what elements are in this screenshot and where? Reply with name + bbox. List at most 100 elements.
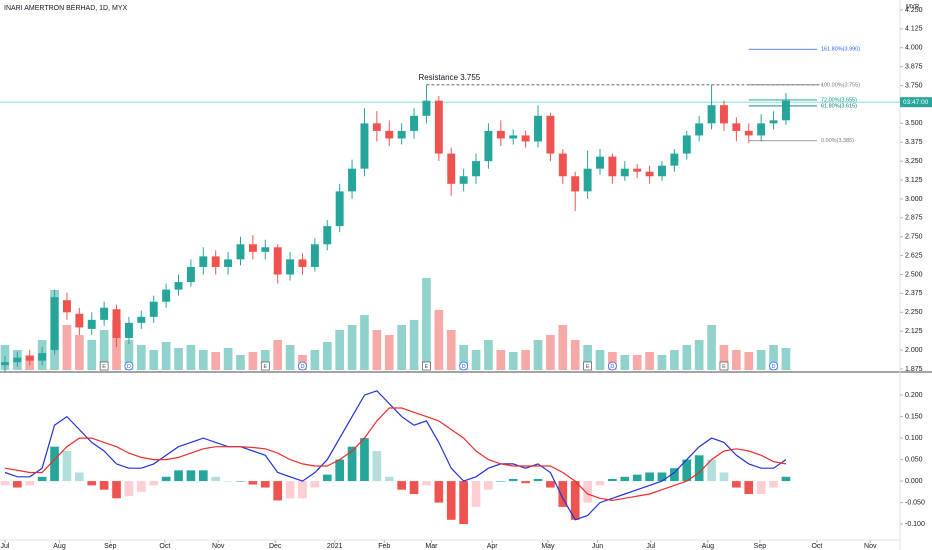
candle-body	[410, 115, 419, 131]
histogram-bar	[25, 481, 35, 486]
x-tick-label: 2021	[327, 543, 343, 550]
histogram-bar	[434, 481, 444, 503]
histogram-bar	[161, 476, 171, 482]
candle-body	[273, 247, 282, 275]
histogram-bar	[310, 481, 320, 488]
dividend-marker	[124, 361, 134, 371]
event-label: E	[586, 364, 590, 370]
candle-body	[459, 176, 468, 184]
candle-body	[310, 244, 319, 267]
candle-body	[757, 123, 766, 136]
candle-body	[434, 100, 443, 154]
x-tick-label: Apr	[487, 543, 499, 550]
volume-bar	[682, 345, 692, 370]
volume-bar	[236, 355, 245, 370]
volume-bar	[670, 350, 679, 370]
y-tick-label: -0.050	[905, 499, 925, 506]
histogram-bar	[484, 481, 493, 490]
histogram-bar	[223, 481, 233, 482]
histogram-bar	[298, 481, 307, 499]
volume-bar	[632, 355, 642, 370]
candle-body	[50, 297, 59, 351]
histogram-bar	[260, 481, 270, 488]
candle-body	[521, 135, 530, 142]
histogram-bar	[198, 470, 208, 482]
histogram-bar	[744, 481, 754, 494]
fib-label: 0.00%(3.385)	[821, 138, 854, 144]
candle-body	[534, 115, 542, 142]
y-tick-label: 2.750	[905, 234, 923, 241]
histogram-bar	[781, 476, 791, 482]
y-tick-label: 0.000	[905, 478, 923, 485]
volume-bar	[657, 355, 667, 370]
y-tick-label: 1.875	[905, 366, 923, 373]
volume-bar	[347, 325, 357, 370]
candle-body	[558, 153, 567, 177]
histogram-bar	[446, 481, 456, 520]
chart-title: INARI AMERTRON BERHAD, 1D, MYX	[4, 5, 128, 12]
histogram-bar	[694, 455, 704, 482]
event-label: E	[263, 364, 267, 370]
histogram-bar	[459, 481, 468, 525]
volume-bar	[756, 350, 766, 370]
currency: MYR	[906, 5, 920, 11]
volume-bar	[459, 345, 468, 370]
candle-body	[149, 301, 158, 317]
candle-body	[286, 259, 295, 275]
fib-label: 61.80%(3.615)	[821, 103, 857, 109]
x-tick-label: Mar	[425, 543, 438, 550]
volume-bar	[62, 325, 72, 370]
volume-bar	[645, 352, 654, 370]
histogram-bar	[112, 481, 121, 499]
y-tick-label: 2.500	[905, 271, 923, 278]
y-tick-label: -0.100	[905, 521, 925, 528]
histogram-bar	[769, 481, 778, 488]
histogram-bar	[657, 472, 667, 482]
histogram-bar	[756, 481, 766, 494]
earnings-marker	[583, 361, 592, 371]
x-tick-label: Feb	[378, 543, 390, 550]
volume-bar	[223, 348, 233, 370]
candle-body	[732, 123, 741, 131]
histogram-bar	[719, 472, 729, 482]
histogram-bar	[372, 450, 382, 482]
candle-body	[645, 171, 654, 177]
macd-line	[4, 390, 787, 521]
dividend-marker	[298, 361, 307, 371]
candle-body	[62, 300, 71, 313]
candle-body	[335, 191, 344, 227]
histogram-bar	[620, 476, 630, 482]
volume-bar	[211, 352, 221, 370]
candle-body	[658, 165, 666, 177]
candle-body	[397, 130, 406, 139]
candle-body	[682, 135, 691, 154]
histogram-bar	[211, 476, 221, 482]
volume-bar	[769, 345, 778, 370]
candle-body	[100, 307, 109, 320]
candle-body	[385, 130, 394, 139]
y-tick-label: 3.375	[905, 139, 923, 146]
histogram-bar	[0, 481, 10, 486]
histogram-bar	[670, 468, 679, 482]
x-tick-label: Nov	[212, 543, 225, 550]
x-tick-label: Sep	[104, 543, 117, 550]
x-tick-label: Aug	[53, 543, 66, 550]
histogram-bar	[37, 476, 47, 482]
volume-bar	[99, 330, 109, 370]
earnings-marker	[260, 361, 270, 371]
y-tick-label: 3.250	[905, 158, 923, 165]
event-label: D	[610, 364, 614, 370]
histogram-bar	[62, 450, 72, 482]
y-tick-label: 3.750	[905, 82, 923, 89]
candle-body	[13, 357, 22, 363]
x-tick-label: Nov	[864, 543, 877, 550]
volume-bar	[136, 345, 146, 370]
candle-body	[583, 168, 592, 192]
volume-bar	[198, 350, 208, 370]
volume-bar	[124, 340, 134, 370]
candle-body	[744, 130, 753, 136]
histogram-bar	[75, 472, 84, 482]
volume-bar	[248, 352, 258, 370]
histogram-bar	[384, 476, 394, 482]
